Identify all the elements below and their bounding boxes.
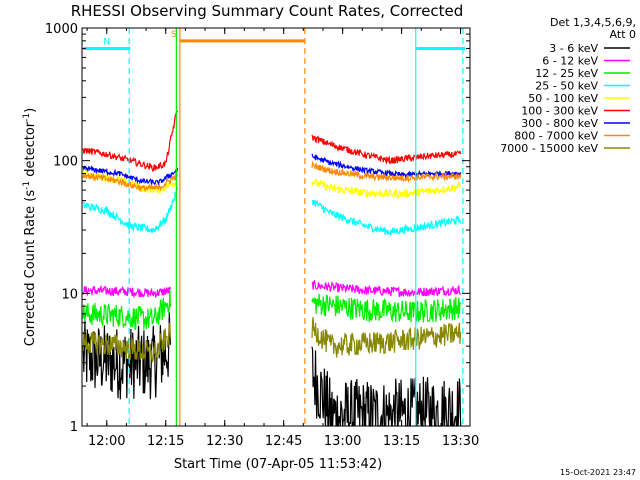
series-7000-15000-kev bbox=[82, 317, 462, 364]
axes: 12:00 12:15 12:30 12:45 13:00 13:15 13:30 1 10 10… bbox=[45, 22, 479, 449]
flag-label: S bbox=[171, 30, 177, 40]
series-trace bbox=[82, 110, 179, 172]
legend-label: 800 - 7000 keV bbox=[514, 130, 598, 143]
y-tick-label: 10 bbox=[61, 287, 78, 302]
series-trace bbox=[82, 165, 179, 186]
series-3-6-kev bbox=[82, 312, 462, 427]
series-trace bbox=[82, 312, 171, 400]
y-axis-label-sup: -1 bbox=[22, 181, 32, 190]
legend-label: 6 - 12 keV bbox=[542, 55, 598, 68]
legend-label: 3 - 6 keV bbox=[549, 42, 598, 55]
footer-date: 15-Oct-2021 23:47 bbox=[560, 468, 636, 477]
y-axis-label: Corrected Count Rate (s-1 detector-1) bbox=[22, 108, 38, 346]
y-tick-label: 1000 bbox=[45, 22, 78, 37]
series-trace bbox=[311, 293, 462, 323]
legend-label: 12 - 25 keV bbox=[535, 67, 598, 80]
flag-label: N bbox=[103, 38, 110, 48]
series-trace bbox=[311, 134, 462, 165]
series-6-12-kev bbox=[82, 279, 461, 299]
x-tick-label: 13:15 bbox=[383, 434, 420, 449]
series-trace bbox=[82, 172, 179, 193]
legend-label: 25 - 50 keV bbox=[535, 80, 598, 93]
series-trace bbox=[82, 288, 171, 331]
x-tick-label: 12:15 bbox=[147, 434, 184, 449]
legend-label: 100 - 300 keV bbox=[521, 105, 598, 118]
x-tick-label: 12:00 bbox=[88, 434, 125, 449]
series-trace bbox=[311, 160, 462, 184]
y-axis-label-part: Corrected Count Rate (s bbox=[23, 190, 38, 347]
series-25-50-kev bbox=[82, 187, 462, 236]
y-axis-label-part: detector bbox=[23, 121, 38, 181]
series-trace bbox=[82, 284, 171, 299]
y-tick-label: 1 bbox=[70, 420, 78, 435]
legend-label: 50 - 100 keV bbox=[528, 92, 598, 105]
x-tick-label: 13:30 bbox=[442, 434, 479, 449]
series-300-800-kev bbox=[82, 153, 462, 186]
plot-frame bbox=[81, 27, 471, 427]
series-trace bbox=[311, 178, 462, 200]
x-tick-label: 12:30 bbox=[206, 434, 243, 449]
legend-header: Att 0 bbox=[610, 28, 636, 41]
series-trace bbox=[82, 187, 179, 234]
series-12-25-kev bbox=[82, 288, 462, 331]
x-axis-label: Start Time (07-Apr-05 11:53:42) bbox=[174, 457, 382, 472]
chart-title: RHESSI Observing Summary Count Rates, Co… bbox=[71, 2, 464, 20]
series-trace bbox=[82, 322, 171, 364]
y-axis-label-part: ) bbox=[23, 108, 38, 113]
series-trace bbox=[311, 317, 462, 358]
series-trace bbox=[311, 346, 462, 427]
series-trace bbox=[311, 199, 462, 236]
legend-label: 7000 - 15000 keV bbox=[500, 142, 598, 155]
series-trace bbox=[311, 279, 461, 298]
y-axis-label-sup: -1 bbox=[22, 113, 32, 122]
series-trace bbox=[311, 153, 462, 180]
x-tick-label: 13:00 bbox=[324, 434, 361, 449]
x-tick-label: 12:45 bbox=[265, 434, 302, 449]
plot-area: NS bbox=[82, 28, 466, 427]
series-100-300-kev bbox=[82, 110, 462, 172]
series-800-7000-kev bbox=[82, 160, 462, 193]
legend-header: Det 1,3,4,5,6,9, bbox=[550, 16, 636, 29]
legend-label: 300 - 800 keV bbox=[521, 117, 598, 130]
y-tick-label: 100 bbox=[53, 155, 78, 170]
